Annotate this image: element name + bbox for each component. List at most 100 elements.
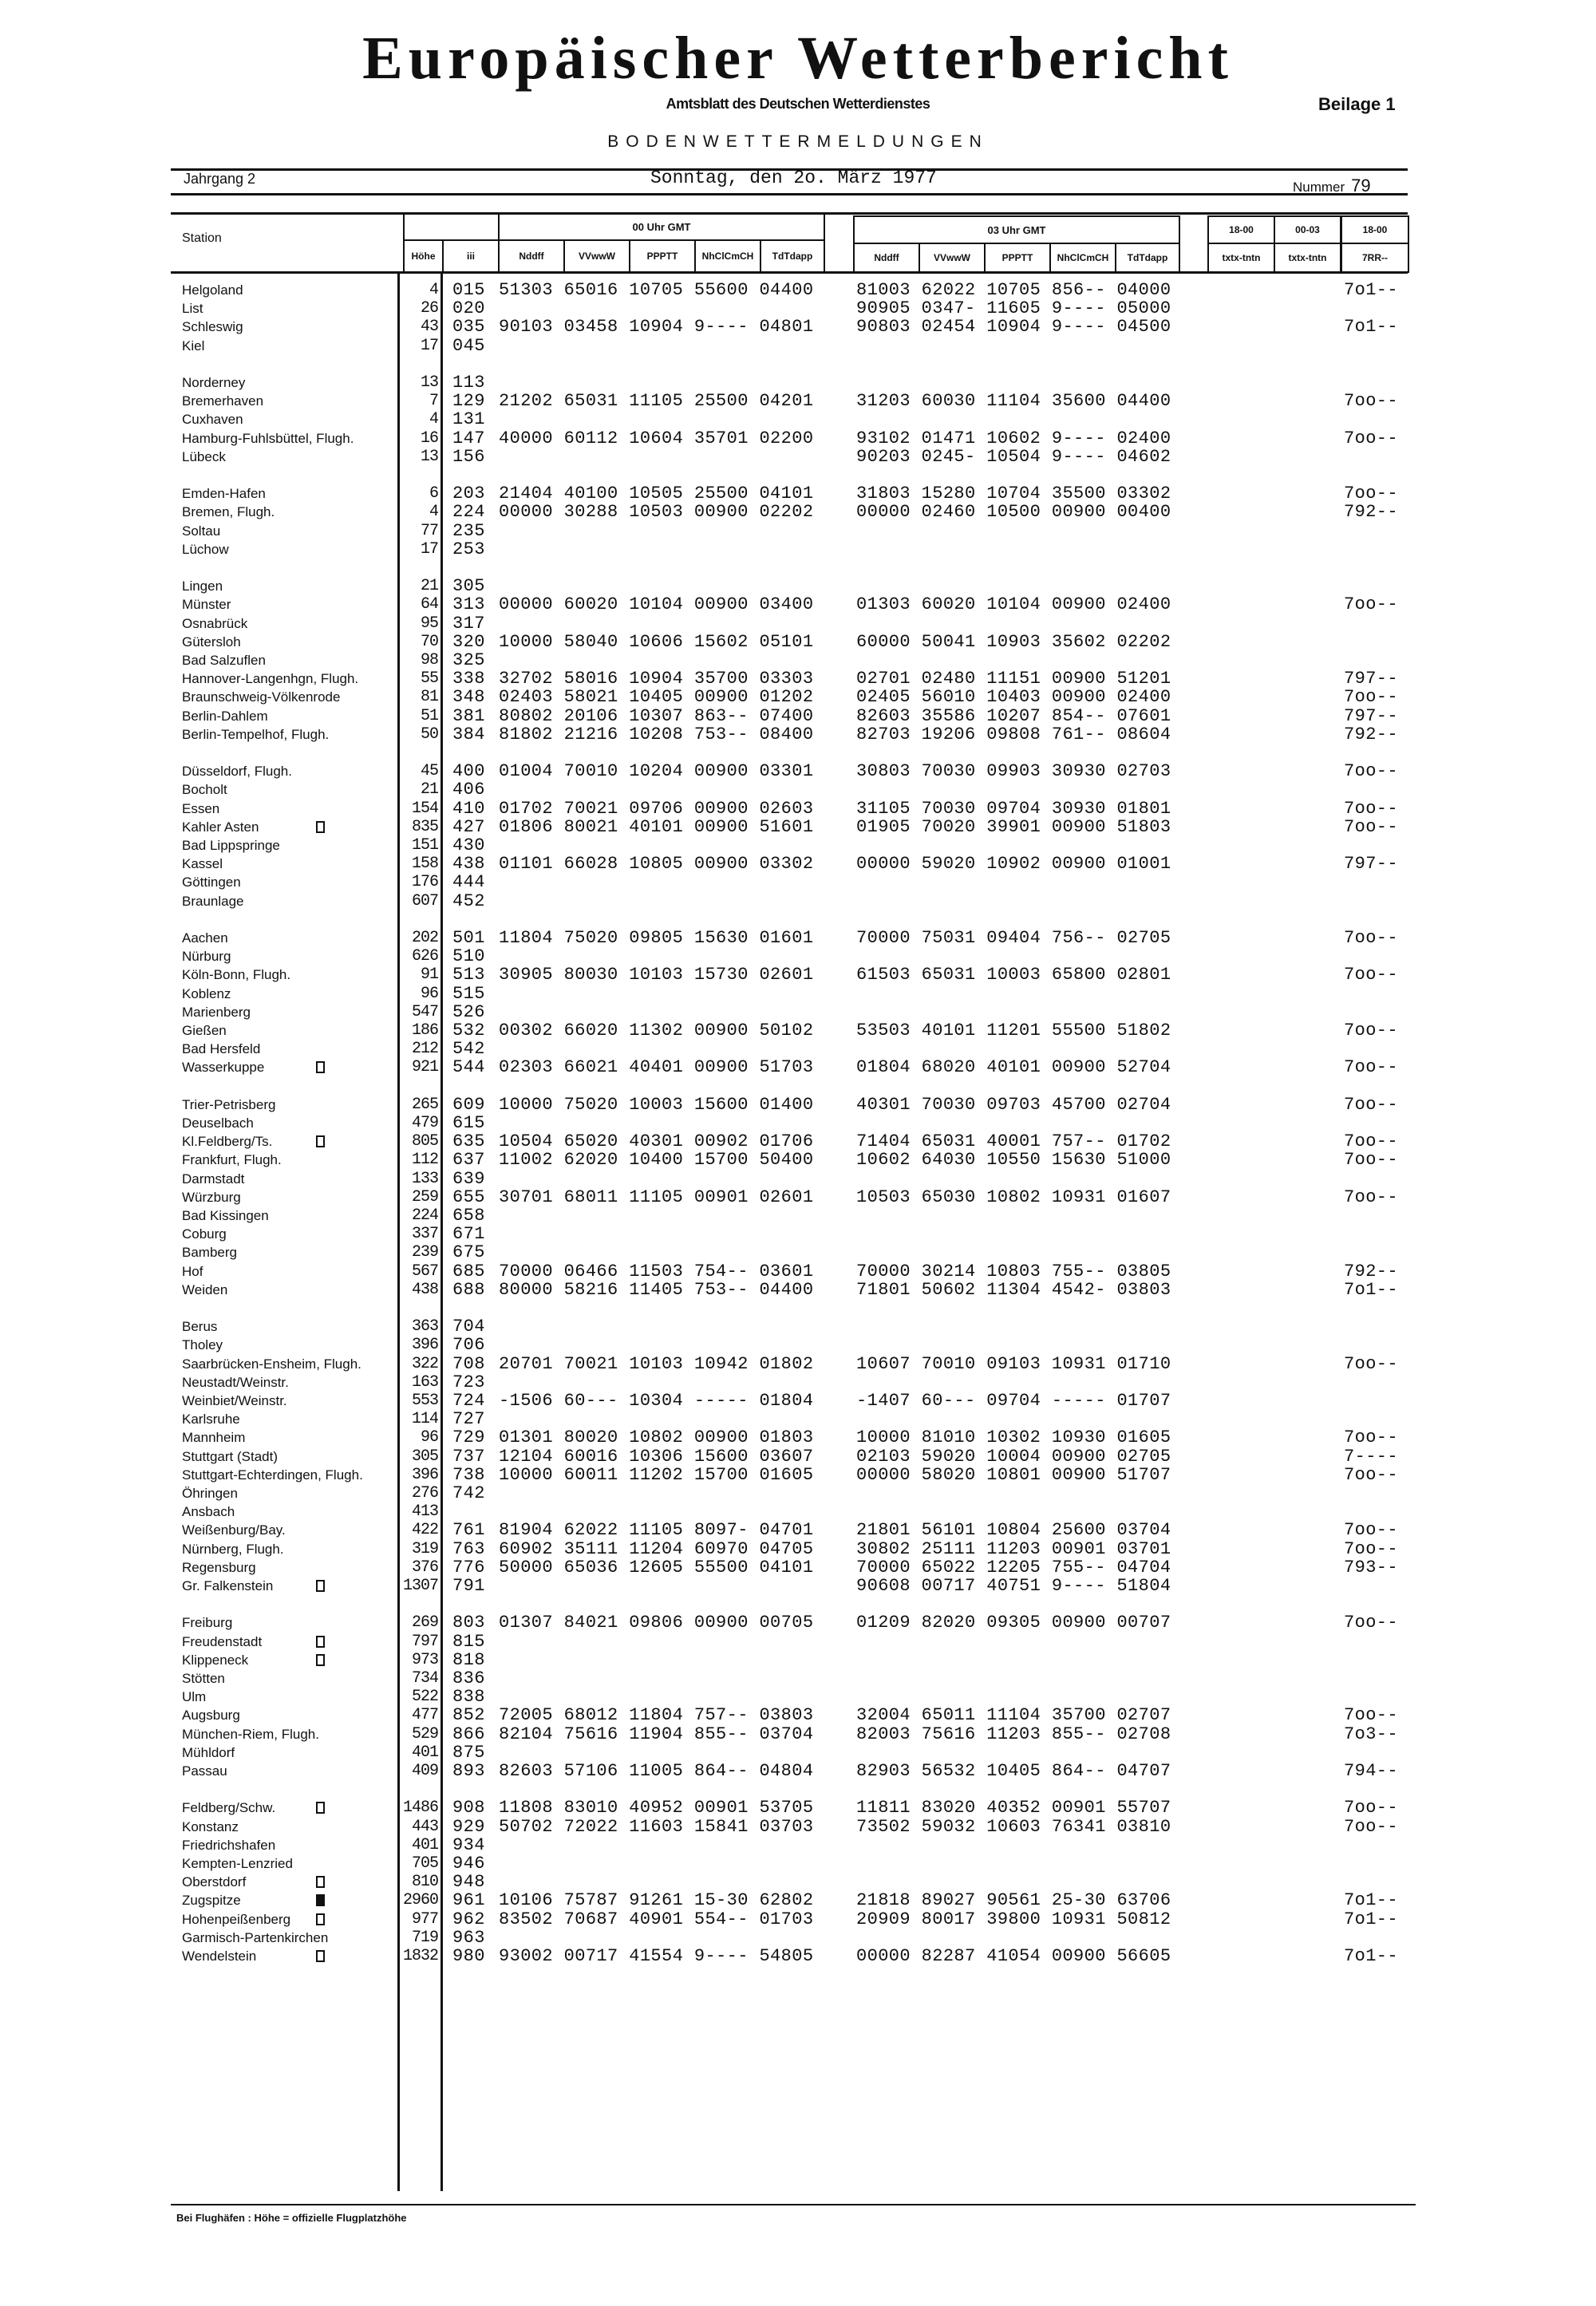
station-height: 13 bbox=[420, 373, 439, 392]
station-name: Münster bbox=[182, 597, 231, 613]
station-index: 320 bbox=[452, 631, 485, 652]
station-row: Bocholt 21 406 bbox=[0, 780, 1596, 799]
filled-square-marker-icon bbox=[316, 1894, 325, 1907]
station-name: Kahler Asten bbox=[182, 819, 259, 835]
obs-03-gmt: 82003 75616 11203 855-- 02708 bbox=[856, 1724, 1171, 1744]
station-height: 607 bbox=[411, 891, 439, 910]
obs-00-gmt: 00302 66020 11302 00900 50102 bbox=[499, 1021, 814, 1040]
obs-00-gmt: 20701 70021 10103 10942 01802 bbox=[499, 1353, 814, 1374]
precip-group: 7oo-- bbox=[1344, 965, 1399, 985]
station-row: Braunschweig-Völkenrode 81 348 02403 58021 … bbox=[0, 688, 1596, 706]
station-name: Garmisch-Partenkirchen bbox=[182, 1929, 329, 1945]
obs-03-gmt: 90608 00717 40751 9---- 51804 bbox=[856, 1576, 1171, 1596]
station-row: Schleswig 43 035 90103 03458 10904 9---- 04… bbox=[0, 318, 1596, 336]
obs-03-gmt: 70000 75031 09404 756-- 02705 bbox=[856, 928, 1171, 948]
station-name: Öhringen bbox=[182, 1486, 238, 1501]
rule-top bbox=[171, 168, 1408, 171]
station-height: 626 bbox=[411, 947, 439, 966]
station-height: 319 bbox=[411, 1539, 439, 1558]
obs-03-gmt: 40301 70030 09703 45700 02704 bbox=[856, 1094, 1171, 1115]
station-index: 655 bbox=[452, 1187, 485, 1207]
station-name: Hof bbox=[182, 1263, 203, 1279]
obs-00-gmt: 82603 57106 11005 864-- 04804 bbox=[499, 1761, 814, 1781]
obs-03-gmt: 00000 58020 10801 00900 51707 bbox=[856, 1464, 1171, 1485]
precip-group: 7oo-- bbox=[1344, 761, 1399, 782]
station-row: Darmstadt 133 639 bbox=[0, 1170, 1596, 1188]
station-name: Gr. Falkenstein bbox=[182, 1578, 274, 1593]
precip-group: 7oo-- bbox=[1344, 798, 1399, 819]
obs-03-gmt: 82903 56532 10405 864-- 04707 bbox=[856, 1761, 1171, 1781]
station-name: Nürburg bbox=[182, 949, 231, 965]
open-square-marker-icon bbox=[316, 1580, 325, 1592]
open-square-marker-icon bbox=[316, 1061, 325, 1074]
station-height: 276 bbox=[411, 1484, 439, 1502]
station-index: 224 bbox=[452, 502, 485, 523]
station-index: 658 bbox=[452, 1206, 485, 1226]
station-index: 637 bbox=[452, 1150, 485, 1171]
station-height: 96 bbox=[420, 1428, 439, 1447]
precip-group: 7oo-- bbox=[1344, 1538, 1399, 1559]
station-row: Münster 64 313 00000 60020 10104 00900 0340… bbox=[0, 595, 1596, 614]
station-row: Weiden 438 688 80000 58216 11405 753-- 0440… bbox=[0, 1281, 1596, 1299]
station-index: 348 bbox=[452, 687, 485, 708]
station-index: 803 bbox=[452, 1613, 485, 1633]
obs-03-gmt: 60000 50041 10903 35602 02202 bbox=[856, 631, 1171, 652]
station-index: 615 bbox=[452, 1113, 485, 1133]
station-index: 723 bbox=[452, 1372, 485, 1392]
station-index: 961 bbox=[452, 1890, 485, 1911]
station-row: Kassel 158 438 01101 66028 10805 00900 0330… bbox=[0, 855, 1596, 873]
precip-group: 7o1-- bbox=[1344, 1946, 1399, 1966]
precip-group: 794-- bbox=[1344, 1761, 1399, 1781]
station-name: Düsseldorf, Flugh. bbox=[182, 764, 292, 780]
station-row: Weinbiet/Weinstr. 553 724 -1506 60--- 10304… bbox=[0, 1392, 1596, 1410]
obs-00-gmt: 30701 68011 11105 00901 02601 bbox=[499, 1187, 814, 1207]
station-name: Zugspitze bbox=[182, 1893, 241, 1909]
obs-00-gmt: 01004 70010 10204 00900 03301 bbox=[499, 761, 814, 782]
obs-03-gmt: 02405 56010 10403 00900 02400 bbox=[856, 687, 1171, 708]
obs-00-gmt: 02403 58021 10405 00900 01202 bbox=[499, 687, 814, 708]
station-height: 734 bbox=[411, 1669, 439, 1688]
station-row: Bremen, Flugh. 4 224 00000 30288 10503 0090… bbox=[0, 503, 1596, 521]
obs-00-gmt: 90103 03458 10904 9---- 04801 bbox=[499, 317, 814, 338]
station-name: Bamberg bbox=[182, 1245, 237, 1261]
station-row: Düsseldorf, Flugh. 45 400 01004 70010 10204… bbox=[0, 762, 1596, 780]
station-name: Mühldorf bbox=[182, 1744, 235, 1760]
station-index: 980 bbox=[452, 1946, 485, 1966]
station-index: 738 bbox=[452, 1464, 485, 1485]
header-00-col: PPPTT bbox=[629, 239, 696, 273]
precip-group: 7oo-- bbox=[1344, 1427, 1399, 1448]
station-row: Klippeneck 973 818 bbox=[0, 1651, 1596, 1669]
open-square-marker-icon bbox=[316, 820, 325, 833]
obs-00-gmt: 21404 40100 10505 25500 04101 bbox=[499, 484, 814, 504]
station-index: 727 bbox=[452, 1409, 485, 1430]
station-height: 17 bbox=[420, 336, 439, 355]
station-index: 948 bbox=[452, 1872, 485, 1893]
station-name: Hamburg-Fuhlsbüttel, Flugh. bbox=[182, 430, 354, 446]
station-name: Coburg bbox=[182, 1226, 227, 1242]
station-row: Zugspitze 2960 961 10106 75787 91261 15-30 … bbox=[0, 1891, 1596, 1909]
station-row: Öhringen 276 742 bbox=[0, 1484, 1596, 1502]
header-03-gmt: 03 Uhr GMT bbox=[853, 215, 1180, 244]
station-index: 639 bbox=[452, 1168, 485, 1189]
precip-group: 7o3-- bbox=[1344, 1724, 1399, 1744]
supplement-label: Beilage 1 bbox=[1318, 94, 1396, 114]
obs-03-gmt: 31203 60030 11104 35600 04400 bbox=[856, 391, 1171, 412]
obs-03-gmt: 61503 65031 10003 65800 02801 bbox=[856, 965, 1171, 985]
station-name: Berlin-Dahlem bbox=[182, 708, 268, 724]
station-height: 21 bbox=[420, 577, 439, 596]
station-row: Hohenpeißenberg 977 962 83502 70687 40901 5… bbox=[0, 1910, 1596, 1929]
header-00-col: VVwwW bbox=[563, 239, 630, 273]
station-name: Essen bbox=[182, 800, 220, 816]
station-name: Kassel bbox=[182, 856, 223, 872]
station-height: 202 bbox=[411, 929, 439, 947]
station-name: Bocholt bbox=[182, 782, 227, 798]
station-row: Karlsruhe 114 727 bbox=[0, 1410, 1596, 1428]
station-height: 810 bbox=[411, 1873, 439, 1892]
station-row: Bad Hersfeld 212 542 bbox=[0, 1040, 1596, 1058]
station-name: Weiden bbox=[182, 1281, 228, 1297]
obs-03-gmt: 01209 82020 09305 00900 00707 bbox=[856, 1613, 1171, 1633]
station-row: Wendelstein 1832 980 93002 00717 41554 9---… bbox=[0, 1947, 1596, 1965]
station-height: 43 bbox=[420, 318, 439, 337]
station-height: 4 bbox=[429, 503, 439, 522]
station-height: 553 bbox=[411, 1392, 439, 1410]
